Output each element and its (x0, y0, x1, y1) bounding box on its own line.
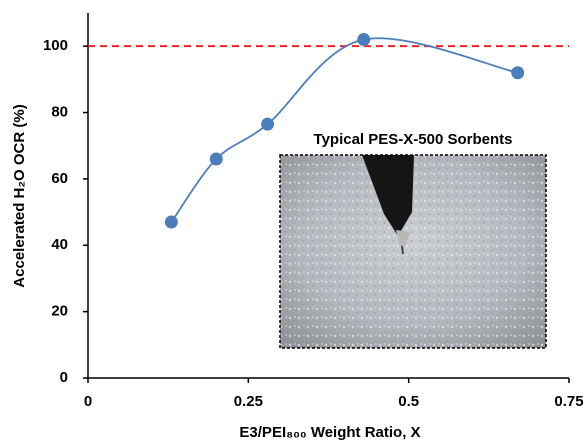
y-tick-label: 0 (60, 369, 68, 386)
data-point (164, 215, 178, 229)
data-line (170, 37, 518, 223)
y-tick-label: 40 (51, 236, 68, 253)
inset-photo (279, 154, 547, 349)
data-point (209, 152, 223, 166)
data-point (357, 33, 371, 47)
y-tick-label: 80 (51, 104, 68, 121)
y-tick-label: 100 (43, 37, 68, 54)
x-tick-label: 0.25 (234, 393, 263, 410)
inset-title: Typical PES-X-500 Sorbents (314, 131, 513, 148)
data-point (511, 66, 525, 80)
y-tick-label: 60 (51, 170, 68, 187)
data-point (261, 117, 275, 131)
x-tick-label: 0.5 (398, 393, 419, 410)
x-tick-label: 0 (84, 393, 92, 410)
y-tick-label: 20 (51, 303, 68, 320)
x-tick-label: 0.75 (554, 393, 583, 410)
y-axis-label: Accelerated H₂O OCR (%) (11, 104, 28, 287)
x-axis-label: E3/PEI₈₀₀ Weight Ratio, X (239, 424, 420, 441)
